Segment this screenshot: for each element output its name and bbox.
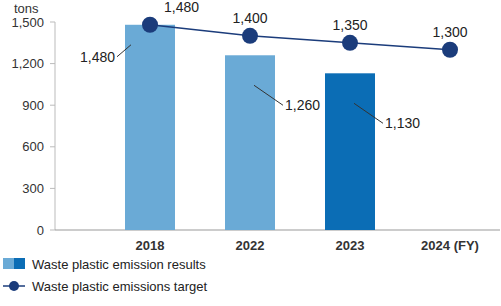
y-tick [50, 105, 55, 106]
y-tick [50, 230, 55, 231]
data-label: 1,300 [432, 24, 467, 40]
line-marker [442, 42, 458, 58]
y-tick [50, 188, 55, 189]
y-tick-label: 600 [22, 139, 44, 154]
data-labels: 1,480 1,260 1,130 1,480 1,400 1,350 1,300 [80, 0, 468, 131]
data-label: 1,480 [164, 0, 199, 15]
legend-swatch [3, 258, 14, 269]
y-tick [50, 22, 55, 23]
y-tick-label: 300 [22, 181, 44, 196]
data-label: 1,480 [80, 49, 115, 65]
y-tick-label: 1,200 [11, 56, 44, 71]
line-marker [342, 35, 358, 51]
y-tick-label: 1,500 [11, 15, 44, 30]
y-tick [50, 63, 55, 64]
leader-line [117, 45, 131, 57]
bar [225, 55, 275, 230]
data-label: 1,350 [332, 17, 367, 33]
y-tick [50, 146, 55, 147]
legend-label: Waste plastic emission results [32, 257, 206, 272]
leader-line [354, 103, 383, 123]
data-label: 1,130 [385, 115, 420, 131]
target-line [150, 25, 450, 50]
legend-label: Waste plastic emissions target [32, 279, 207, 294]
x-tick-label: 2018 [136, 238, 165, 253]
legend-swatch [14, 258, 25, 269]
x-tick-label: 2024 (FY) [421, 238, 479, 253]
y-tick-label: 0 [37, 223, 44, 238]
x-tick-label: 2023 [336, 238, 365, 253]
leader-line [254, 85, 283, 105]
bar [125, 25, 175, 230]
x-axis [55, 230, 500, 231]
data-label: 1,400 [232, 10, 267, 26]
line-marker [242, 28, 258, 44]
x-tick-label: 2022 [236, 238, 265, 253]
data-label: 1,260 [285, 97, 320, 113]
legend-swatch [9, 281, 19, 291]
y-axis [55, 22, 56, 230]
y-tick-label: 900 [22, 98, 44, 113]
chart: tons03006009001,2001,5002018202220232024… [0, 0, 501, 306]
legend: Waste plastic emission results Waste plas… [3, 257, 207, 294]
plot-area [125, 17, 458, 230]
bar [325, 73, 375, 230]
line-marker [142, 17, 158, 33]
